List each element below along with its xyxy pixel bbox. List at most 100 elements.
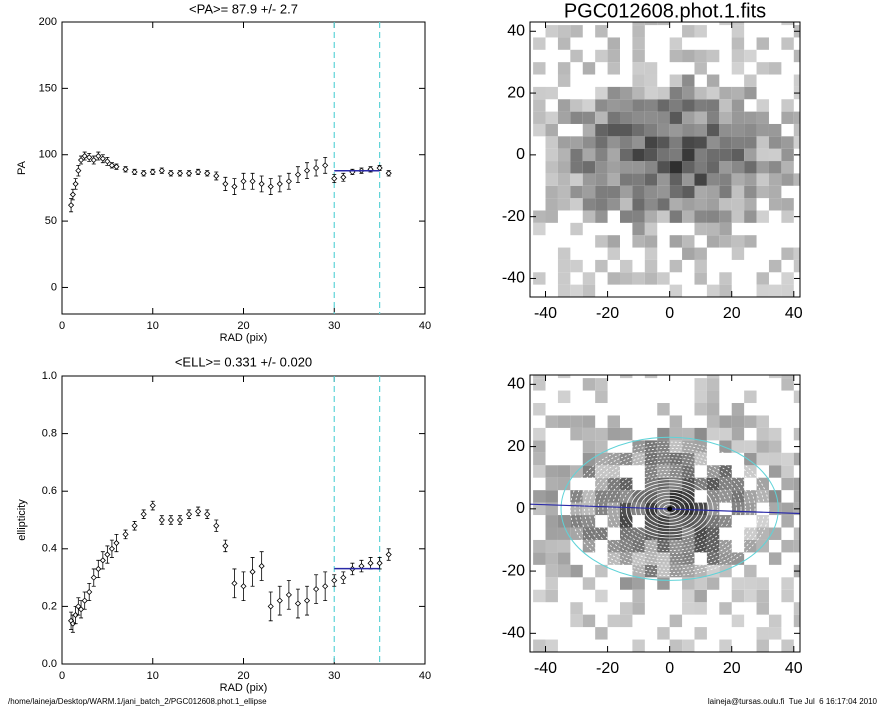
pixel: [632, 161, 645, 174]
axes-frame: [529, 374, 801, 653]
pixel: [657, 161, 670, 174]
pixel: [582, 490, 596, 503]
pixel: [731, 111, 745, 124]
pixel: [694, 210, 707, 223]
y-tick-label: 0.2: [42, 600, 57, 612]
pixel: [595, 502, 608, 516]
pixel: [533, 452, 546, 466]
data-point: [195, 168, 202, 176]
pixel: [644, 247, 658, 260]
pixel: [632, 185, 645, 199]
pixel: [781, 589, 794, 603]
y-tick-label: -40: [502, 270, 525, 287]
pixel: [545, 502, 558, 516]
y-tick-label: 20: [507, 438, 525, 455]
pixel: [620, 602, 633, 615]
pixel: [756, 452, 769, 466]
error-cap: [277, 585, 282, 616]
pixel: [669, 136, 683, 149]
y-tick-label: -20: [502, 208, 525, 225]
pixel: [620, 99, 633, 112]
data-point: [249, 568, 256, 575]
data-point: [385, 170, 392, 177]
error-cap: [323, 571, 328, 602]
pixel: [644, 222, 658, 236]
pixel: [744, 148, 757, 162]
pixel: [744, 490, 757, 503]
pixel: [682, 148, 695, 162]
pixel: [533, 427, 546, 441]
pixel: [731, 415, 745, 428]
pixel: [545, 148, 558, 162]
data-point: [213, 522, 220, 529]
isophote: [602, 463, 737, 555]
pixel: [657, 22, 670, 26]
pixel: [632, 552, 645, 565]
error-cap: [250, 172, 255, 190]
pixel: [694, 627, 707, 640]
x-tick-label: 40: [785, 305, 803, 322]
pixel: [657, 123, 670, 137]
pixel: [632, 235, 645, 248]
pixel: [607, 539, 620, 553]
error-cap: [359, 559, 364, 573]
pixel: [644, 515, 658, 528]
pixel: [595, 627, 608, 640]
pixel: [669, 440, 683, 453]
pixel: [744, 111, 757, 124]
pixel: [731, 136, 745, 149]
pixel: [669, 427, 683, 441]
pixel: [669, 37, 683, 50]
pixel: [694, 123, 707, 137]
pixel: [595, 390, 608, 404]
pixel: [731, 99, 745, 112]
y-tick-label: 200: [39, 16, 57, 28]
error-cap: [91, 568, 96, 587]
pixel: [557, 284, 571, 297]
pixel: [781, 247, 794, 260]
data-point: [376, 560, 383, 567]
pixel: [694, 564, 707, 578]
x-axis-label: RAD (pix): [220, 332, 268, 344]
pixel: [682, 161, 695, 174]
pixel: [632, 272, 645, 285]
pixel: [694, 25, 707, 38]
pixel: [582, 148, 596, 162]
pixel: [595, 161, 608, 174]
pixel: [620, 259, 633, 273]
error-cap: [82, 151, 87, 161]
pixel: [582, 440, 596, 453]
pixel: [682, 198, 695, 211]
data-point: [185, 511, 193, 518]
pixel: [607, 185, 620, 199]
data-point: [204, 170, 211, 177]
pixel: [570, 111, 583, 124]
pixel: [731, 161, 745, 174]
pixel: [582, 173, 596, 186]
pixel: [781, 539, 794, 553]
pixel: [682, 25, 695, 38]
x-tick-label: 40: [419, 320, 431, 332]
pixel: [719, 552, 732, 565]
pixel: [545, 490, 558, 503]
pixel: [756, 136, 769, 149]
pixel: [719, 123, 732, 137]
pixel: [570, 49, 583, 63]
pixel: [744, 49, 757, 63]
pixel: [595, 477, 608, 491]
isophote: [574, 444, 765, 573]
pixel: [570, 427, 583, 441]
error-cap: [96, 151, 101, 161]
pixel: [719, 99, 732, 112]
pixel: [756, 527, 769, 540]
data-point: [86, 588, 93, 596]
error-cap: [286, 580, 291, 610]
pixel: [694, 259, 707, 273]
data-point: [81, 597, 88, 604]
pixel: [657, 185, 670, 199]
pixel: [557, 161, 571, 174]
pixel: [682, 539, 695, 553]
pixel: [533, 111, 546, 124]
pixel: [706, 198, 720, 211]
pixel: [731, 62, 745, 75]
